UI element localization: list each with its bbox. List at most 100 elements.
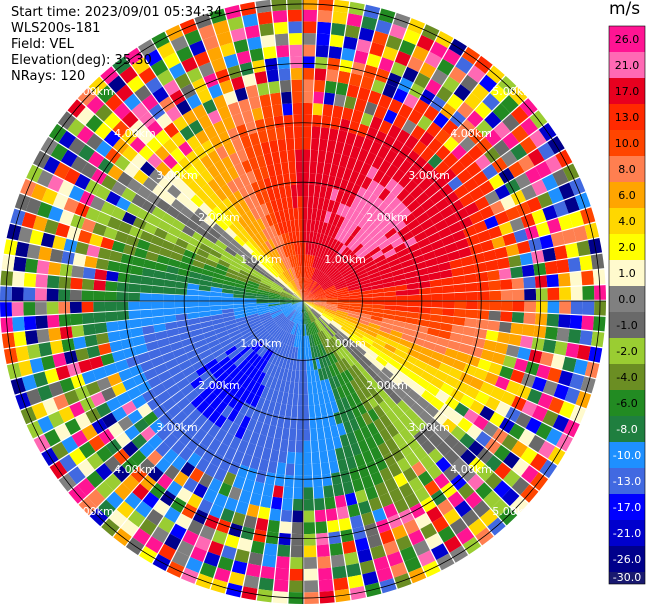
- velocity-gate: [50, 143, 68, 162]
- velocity-gate: [314, 297, 327, 300]
- velocity-gate: [508, 333, 522, 347]
- velocity-gate: [278, 209, 286, 223]
- velocity-gate: [26, 243, 41, 260]
- velocity-gate: [261, 277, 273, 286]
- velocity-gate: [368, 246, 381, 257]
- velocity-gate: [410, 402, 425, 416]
- velocity-gate: [266, 254, 276, 265]
- velocity-gate: [414, 231, 428, 243]
- velocity-gate: [537, 392, 554, 409]
- velocity-gate: [448, 410, 464, 426]
- velocity-gate: [233, 355, 246, 367]
- velocity-gate: [380, 322, 394, 330]
- velocity-gate: [443, 508, 461, 526]
- velocity-gate: [407, 370, 421, 383]
- velocity-gate: [269, 377, 278, 390]
- velocity-gate: [359, 339, 372, 349]
- velocity-gate: [388, 197, 402, 210]
- velocity-gate: [287, 282, 296, 293]
- velocity-gate: [313, 289, 324, 296]
- velocity-gate: [336, 308, 349, 313]
- velocity-gate: [141, 94, 159, 111]
- velocity-gate: [69, 447, 87, 466]
- velocity-gate: [434, 219, 449, 232]
- velocity-gate: [270, 92, 282, 106]
- velocity-gate: [550, 231, 565, 247]
- velocity-gate: [112, 138, 130, 155]
- velocity-gate: [303, 294, 313, 301]
- velocity-gate: [488, 362, 503, 376]
- velocity-gate: [295, 291, 303, 301]
- velocity-gate: [284, 307, 294, 316]
- velocity-gate: [288, 334, 294, 347]
- velocity-gate: [281, 91, 292, 104]
- velocity-gate: [326, 295, 338, 299]
- velocity-gate: [64, 167, 81, 185]
- velocity-gate: [346, 156, 357, 171]
- velocity-gate: [558, 314, 571, 328]
- velocity-gate: [365, 263, 378, 273]
- velocity-gate: [312, 357, 318, 371]
- velocity-gate: [289, 44, 302, 57]
- velocity-gate: [233, 190, 245, 204]
- velocity-gate: [281, 305, 293, 311]
- velocity-gate: [291, 405, 298, 418]
- velocity-gate: [105, 438, 122, 456]
- velocity-gate: [391, 353, 404, 365]
- velocity-gate: [282, 306, 293, 313]
- velocity-gate: [561, 228, 577, 245]
- velocity-gate: [345, 277, 358, 285]
- velocity-gate: [176, 487, 193, 503]
- velocity-gate: [379, 529, 395, 545]
- velocity-gate: [258, 458, 270, 472]
- velocity-gate: [304, 312, 307, 325]
- velocity-gate: [118, 221, 133, 235]
- velocity-gate: [278, 275, 288, 285]
- velocity-gate: [303, 292, 312, 301]
- velocity-gate: [296, 172, 303, 185]
- velocity-gate: [187, 519, 204, 536]
- velocity-gate: [417, 353, 431, 364]
- velocity-gate: [499, 365, 514, 380]
- velocity-gate: [195, 188, 209, 203]
- velocity-gate: [217, 259, 231, 268]
- velocity-gate: [564, 387, 581, 405]
- velocity-gate: [261, 399, 271, 412]
- velocity-gate: [203, 263, 216, 273]
- velocity-gate: [352, 330, 364, 339]
- velocity-gate: [330, 554, 345, 568]
- velocity-gate: [72, 253, 87, 267]
- velocity-gate: [153, 227, 168, 240]
- velocity-gate: [212, 367, 226, 379]
- velocity-gate: [198, 295, 210, 301]
- velocity-gate: [462, 225, 477, 238]
- velocity-gate: [505, 243, 520, 257]
- velocity-gate: [377, 218, 390, 231]
- velocity-gate: [387, 232, 401, 244]
- velocity-gate: [355, 345, 367, 356]
- velocity-gate: [78, 144, 95, 162]
- velocity-gate: [438, 183, 454, 198]
- velocity-gate: [356, 38, 372, 54]
- velocity-gate: [407, 294, 420, 301]
- velocity-gate: [186, 93, 202, 110]
- velocity-gate: [214, 428, 228, 443]
- velocity-gate: [313, 185, 321, 198]
- velocity-gate: [259, 346, 269, 358]
- velocity-gate: [458, 216, 474, 230]
- velocity-gate: [202, 405, 215, 419]
- velocity-gate: [156, 390, 172, 404]
- velocity-gate: [285, 463, 295, 476]
- velocity-gate: [274, 378, 282, 392]
- velocity-gate: [21, 212, 37, 229]
- velocity-gate: [454, 380, 470, 394]
- velocity-gate: [303, 301, 315, 304]
- velocity-gate: [244, 298, 257, 301]
- velocity-gate: [296, 242, 301, 255]
- velocity-gate: [250, 381, 261, 395]
- velocity-gate: [230, 27, 247, 43]
- velocity-gate: [189, 354, 203, 366]
- velocity-gate: [267, 424, 277, 438]
- velocity-gate: [273, 223, 282, 236]
- velocity-gate: [332, 335, 342, 347]
